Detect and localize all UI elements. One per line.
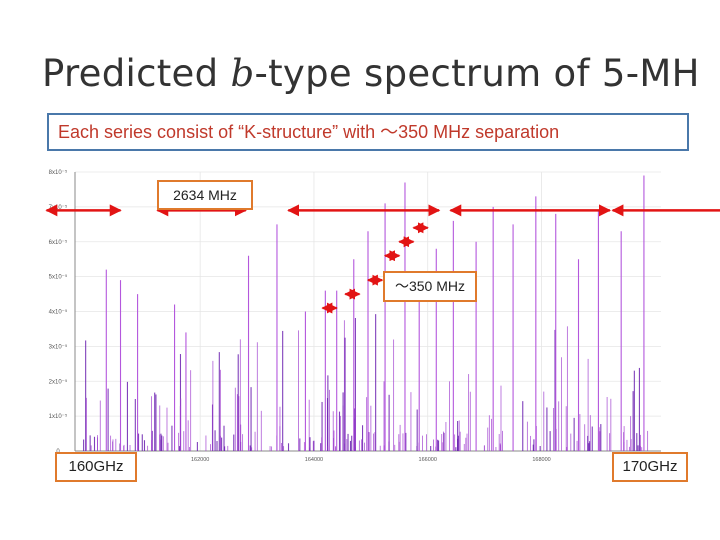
y-tick-label: 5x10⁻⁵ [49,274,68,281]
x-tick-label: 162000 [191,457,209,463]
series-description-box: Each series consist of “K-structure” wit… [47,113,689,151]
title-italic-b: b [230,52,255,95]
separation-2634-label: 2634 MHz [157,180,253,210]
end-frequency-label: 170GHz [612,452,688,482]
y-tick-label: 4x10⁻⁵ [49,309,68,316]
x-tick-label: 166000 [419,457,437,463]
start-frequency-label: 160GHz [55,452,137,482]
y-tick-label: 3x10⁻⁵ [49,343,68,350]
slide-title: Predicted b-type spectrum of 5-MH [42,52,700,95]
title-prefix: Predicted [42,52,231,95]
y-tick-label: 1x10⁻⁵ [49,413,68,420]
separation-350-label: ～350 MHz [383,271,477,302]
y-tick-label: 6x10⁻⁵ [49,239,68,246]
title-suffix: -type spectrum of 5-MH [254,52,700,95]
y-tick-label: 8x10⁻⁵ [49,169,68,176]
x-tick-label: 164000 [305,457,323,463]
y-tick-label: 2x10⁻⁵ [49,378,68,385]
x-tick-label: 168000 [532,457,550,463]
